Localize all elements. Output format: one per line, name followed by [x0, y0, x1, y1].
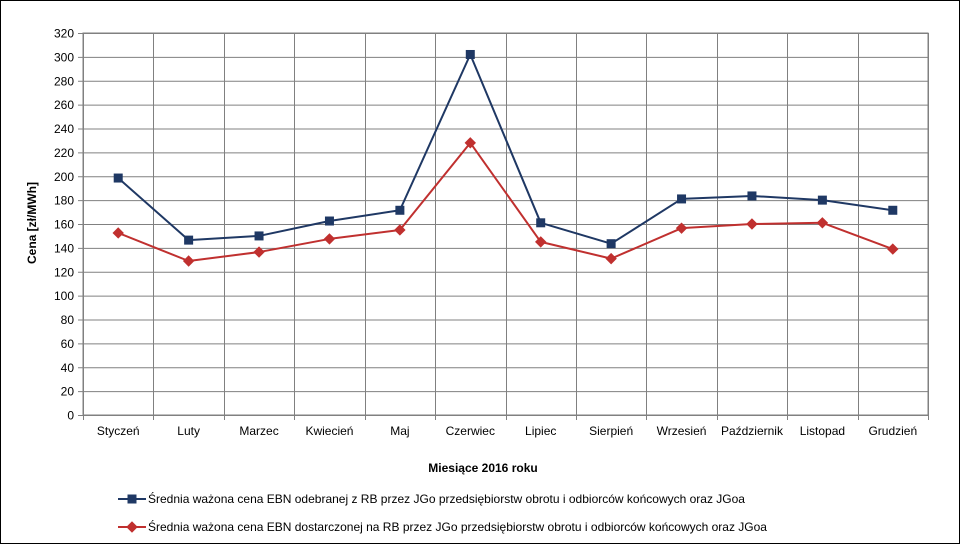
series-2-point [535, 236, 547, 248]
series-1-point [888, 205, 898, 215]
grid-lines [83, 33, 929, 416]
x-tick-label: Lipiec [525, 424, 556, 438]
series-2-point [605, 252, 617, 265]
y-tick-label: 20 [61, 385, 75, 399]
y-tick-label: 180 [54, 194, 74, 208]
y-tick-label: 300 [54, 50, 74, 64]
series-2-point [253, 246, 265, 258]
x-tick-label: Październik [721, 424, 784, 438]
series-2-line [117, 141, 894, 263]
y-tick-label: 40 [61, 361, 75, 375]
series-layer [112, 49, 899, 267]
x-tick-label: Kwiecień [305, 424, 353, 438]
series-2-point [746, 218, 758, 230]
series-1-point [395, 205, 405, 215]
y-tick-label: 240 [54, 122, 74, 136]
y-axis-title: Cena [zł/MWh] [25, 182, 39, 264]
x-tick-label: Styczeń [97, 424, 140, 438]
x-axis-title: Miesiące 2016 roku [428, 461, 537, 475]
x-tick-label: Listopad [800, 424, 845, 438]
y-tick-label: 260 [54, 98, 74, 112]
series-1 [113, 49, 898, 249]
y-tick-label: 320 [54, 27, 74, 41]
series-2-point [112, 227, 124, 239]
y-tick-label: 200 [54, 170, 74, 184]
series-2-point [323, 233, 336, 245]
y-tick-label: 280 [54, 74, 74, 88]
x-tick-label: Wrzesień [657, 424, 707, 438]
x-tick-label: Luty [177, 424, 200, 438]
legend-item-1: Średnia ważona cena EBN odebranej z RB p… [118, 491, 745, 506]
series-1-point [254, 231, 264, 241]
y-tick-label: 160 [54, 218, 74, 232]
series-2-point [675, 222, 688, 234]
legend-item-2: Średnia ważona cena EBN dostarczonej na … [118, 519, 767, 534]
series-1-point [606, 239, 616, 249]
y-tick-label: 80 [61, 313, 75, 327]
series-2-point [182, 255, 195, 267]
legend-label: Średnia ważona cena EBN odebranej z RB p… [148, 491, 745, 506]
y-tick-label: 0 [67, 409, 74, 423]
series-1-point [184, 235, 194, 245]
legend-label: Średnia ważona cena EBN dostarczonej na … [148, 519, 767, 534]
y-tick-label: 220 [54, 146, 74, 160]
x-tick-label: Czerwiec [446, 424, 495, 438]
x-tick-label: Sierpień [589, 424, 633, 438]
legend: Średnia ważona cena EBN odebranej z RB p… [118, 491, 767, 534]
x-axis-ticks: Styczeń Luty Marzec Kwiecień Maj Czerwiec Lipi… [83, 415, 929, 438]
legend-marker [126, 521, 138, 533]
y-tick-label: 120 [54, 265, 74, 279]
y-tick-label: 140 [54, 241, 74, 255]
series-1-point [465, 49, 475, 59]
series-1-point [113, 173, 123, 183]
series-2-point [887, 243, 899, 255]
series-2-point [464, 137, 476, 149]
series-1-line [117, 53, 893, 245]
y-axis-ticks: 0 20 40 60 80 100 120 140 160 180 200 220 240 260 280 3… [54, 27, 83, 423]
series-1-point [536, 218, 546, 228]
y-tick-label: 60 [61, 337, 75, 351]
series-1-point [324, 216, 334, 226]
x-tick-label: Grudzień [868, 424, 917, 438]
legend-marker [127, 494, 137, 504]
series-2-point [394, 224, 406, 236]
series-2 [112, 137, 899, 267]
series-1-point [747, 191, 757, 201]
x-tick-label: Marzec [239, 424, 278, 438]
series-2-point [816, 217, 829, 229]
x-tick-label: Maj [390, 424, 409, 438]
y-tick-label: 100 [54, 289, 74, 303]
series-1-point [817, 195, 827, 205]
series-1-point [677, 194, 687, 204]
